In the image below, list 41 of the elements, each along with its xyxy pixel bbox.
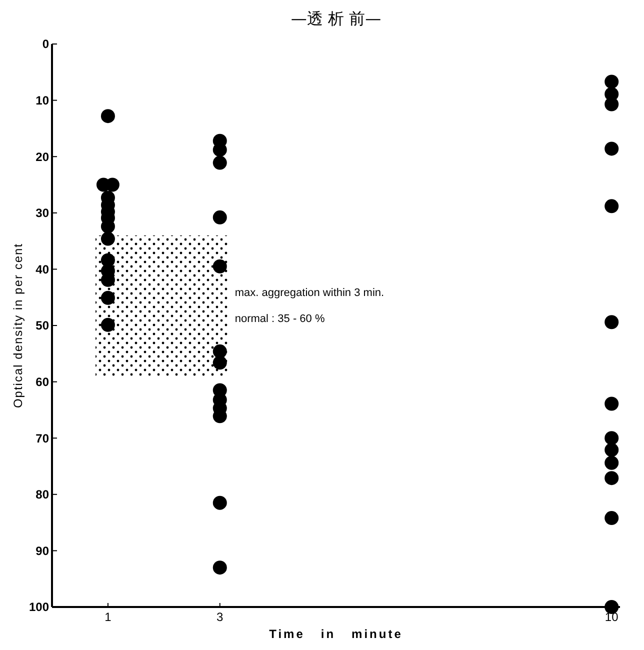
- point: [100, 318, 115, 332]
- point: [604, 456, 619, 470]
- x-tick-label: 10: [604, 610, 619, 624]
- y-tick-label: 90: [36, 544, 50, 558]
- point: [212, 259, 227, 274]
- x-tick-label: 1: [104, 610, 112, 624]
- x-tick-label: 3: [216, 610, 224, 624]
- point: [100, 109, 115, 124]
- y-tick-label: 20: [36, 150, 50, 164]
- y-tick-label: 100: [28, 600, 50, 614]
- x-axis-title: Time in minute: [269, 627, 403, 641]
- y-tick-label: 40: [36, 262, 50, 276]
- y-tick-label: 0: [42, 37, 50, 52]
- point: [604, 442, 619, 457]
- annotation: max. aggregation within 3 min.: [234, 286, 384, 299]
- chart-title: —透 析 前—: [290, 9, 382, 28]
- y-tick-label: 70: [36, 431, 50, 446]
- point: [604, 199, 619, 214]
- y-tick-label: 50: [36, 318, 50, 333]
- y-tick-label: 60: [36, 375, 50, 389]
- point: [604, 142, 619, 156]
- point: [604, 511, 619, 526]
- point: [604, 97, 619, 112]
- point: [604, 74, 619, 89]
- point: [604, 315, 619, 330]
- point: [212, 356, 227, 370]
- y-tick-label: 80: [36, 488, 50, 502]
- point: [100, 290, 115, 305]
- annotation: normal : 35 - 60 %: [234, 312, 325, 325]
- point: [212, 210, 227, 224]
- point: [100, 232, 115, 246]
- point: [212, 156, 227, 170]
- point: [212, 560, 227, 575]
- point: [604, 471, 619, 486]
- point: [212, 496, 227, 510]
- point: [604, 431, 619, 446]
- point: [604, 600, 619, 614]
- point: [604, 396, 619, 411]
- y-tick-label: 10: [36, 94, 50, 108]
- y-tick-label: 30: [36, 206, 50, 220]
- y-axis-title: Optical density in per cent: [11, 242, 25, 408]
